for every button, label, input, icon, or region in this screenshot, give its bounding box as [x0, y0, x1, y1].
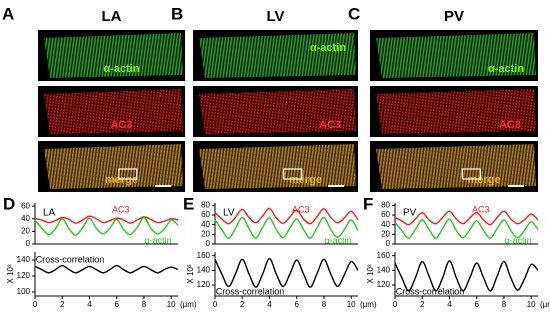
y-tick-label: 140: [197, 265, 211, 274]
x-tick-label: 10: [527, 300, 536, 309]
micrograph: [199, 144, 356, 189]
x-tick-label: 10: [167, 300, 176, 309]
series-line: [214, 207, 359, 225]
y-tick-label: 160: [377, 251, 391, 260]
y-tick-label: 20: [201, 229, 210, 238]
y-tick-label: 60: [381, 210, 390, 219]
channel-label: AC3: [110, 119, 132, 131]
panel-label: D: [3, 194, 15, 213]
series-label: AC3: [472, 204, 490, 214]
x-tick-label: 0: [33, 300, 38, 309]
y-tick-label: 120: [377, 280, 391, 289]
y-tick-label: 60: [21, 201, 30, 210]
y-tick-label: 120: [197, 280, 211, 289]
x-tick-label: 2: [240, 300, 245, 309]
series-line: [394, 218, 539, 239]
series-line: [394, 210, 539, 226]
micrograph: [44, 89, 183, 134]
x-axis-label: (μm): [360, 300, 377, 309]
plot-title: LV: [223, 208, 235, 219]
channel-label: α-actin: [310, 42, 346, 54]
series-line: [214, 257, 359, 288]
panel-label: C: [348, 4, 360, 23]
channel-label: merge: [467, 174, 500, 186]
series-line: [34, 264, 179, 274]
y-tick-label: 40: [381, 220, 390, 229]
micrograph: [44, 144, 183, 189]
y-tick-label: 20: [21, 226, 30, 235]
micrograph: [376, 89, 536, 134]
series-label: Cross-correlation: [36, 254, 105, 264]
panel-label: A: [2, 4, 14, 23]
y-tick-label: 0: [26, 239, 31, 248]
x-tick-label: 0: [393, 300, 398, 309]
channel-label: merge: [105, 174, 138, 186]
panel-label: F: [363, 194, 373, 213]
y-tick-label: 60: [201, 210, 210, 219]
x-tick-label: 4: [87, 300, 92, 309]
panel-title: LA: [102, 8, 122, 25]
plot-title: LA: [43, 208, 56, 219]
inset-box: [461, 168, 481, 180]
y-tick-label: 160: [197, 251, 211, 260]
x-tick-label: 4: [267, 300, 272, 309]
x-tick-label: 2: [60, 300, 65, 309]
x-tick-label: 6: [294, 300, 299, 309]
micrograph: [376, 33, 536, 78]
y-axis-label: X 10³: [186, 264, 195, 283]
plot-title: PV: [403, 208, 417, 219]
x-tick-label: 6: [474, 300, 479, 309]
y-tick-label: 0: [206, 239, 211, 248]
y-tick-label: 80: [201, 201, 210, 210]
y-tick-label: 140: [377, 265, 391, 274]
micrograph: [44, 33, 183, 78]
x-tick-label: 2: [420, 300, 425, 309]
channel-label: α-actin: [103, 63, 139, 75]
channel-label: AC3: [319, 119, 341, 131]
series-label: α-actin: [504, 235, 531, 245]
x-axis-label: (μm): [180, 300, 197, 309]
x-tick-label: 8: [502, 300, 507, 309]
micrograph: [199, 89, 356, 134]
series-line: [34, 215, 179, 224]
panel-label: B: [171, 4, 183, 23]
x-tick-label: 8: [142, 300, 147, 309]
y-tick-label: 40: [21, 214, 30, 223]
panel-title: PV: [444, 8, 464, 25]
inset-box: [118, 168, 138, 180]
inset-box: [283, 168, 303, 180]
x-tick-label: 8: [322, 300, 327, 309]
channel-label: merge: [289, 174, 322, 186]
series-label: α-actin: [324, 235, 351, 245]
y-axis-label: X 10³: [6, 264, 15, 283]
x-tick-label: 4: [447, 300, 452, 309]
micrograph: [376, 144, 536, 189]
y-tick-label: 0: [386, 239, 391, 248]
channel-label: AC3: [499, 119, 521, 131]
panel-title: LV: [266, 8, 284, 25]
series-label: Cross-correlation: [396, 286, 465, 296]
y-tick-label: 80: [381, 201, 390, 210]
micrograph: [199, 33, 356, 78]
y-tick-label: 20: [381, 229, 390, 238]
x-tick-label: 6: [114, 300, 119, 309]
y-tick-label: 140: [17, 255, 31, 264]
series-line: [394, 260, 539, 292]
series-label: Cross-correlation: [216, 286, 285, 296]
x-tick-label: 10: [347, 300, 356, 309]
series-label: α-actin: [144, 235, 171, 245]
series-line: [214, 216, 359, 239]
series-label: AC3: [112, 204, 130, 214]
x-tick-label: 0: [213, 300, 218, 309]
y-tick-label: 40: [201, 220, 210, 229]
series-line: [34, 216, 179, 236]
y-tick-label: 120: [17, 271, 31, 280]
channel-label: α-actin: [488, 63, 524, 75]
x-axis-label: (μm): [540, 300, 550, 309]
y-axis-label: X 10³: [366, 264, 375, 283]
y-tick-label: 100: [17, 287, 31, 296]
panel-label: E: [183, 194, 194, 213]
series-label: AC3: [292, 204, 310, 214]
